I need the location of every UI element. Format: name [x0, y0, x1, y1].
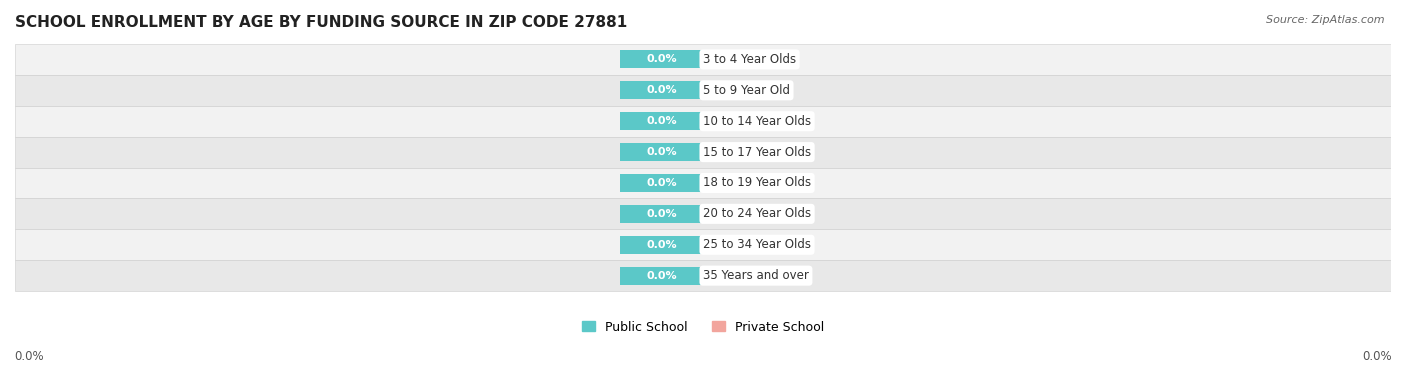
Text: 0.0%: 0.0%	[728, 147, 759, 157]
Bar	[620, 236, 703, 254]
Bar	[15, 198, 1391, 229]
Text: 18 to 19 Year Olds: 18 to 19 Year Olds	[703, 177, 811, 189]
Text: 5 to 9 Year Old: 5 to 9 Year Old	[703, 84, 790, 97]
Text: 10 to 14 Year Olds: 10 to 14 Year Olds	[703, 115, 811, 128]
Bar	[15, 136, 1391, 167]
Text: 0.0%: 0.0%	[728, 54, 759, 64]
Legend: Public School, Private School: Public School, Private School	[582, 321, 824, 333]
Bar	[15, 106, 1391, 136]
Bar	[703, 81, 786, 99]
Text: 0.0%: 0.0%	[647, 54, 678, 64]
Text: 0.0%: 0.0%	[647, 209, 678, 219]
Text: SCHOOL ENROLLMENT BY AGE BY FUNDING SOURCE IN ZIP CODE 27881: SCHOOL ENROLLMENT BY AGE BY FUNDING SOUR…	[15, 15, 627, 30]
Text: 0.0%: 0.0%	[728, 116, 759, 126]
Bar	[620, 205, 703, 223]
Text: 0.0%: 0.0%	[647, 240, 678, 250]
Bar	[703, 51, 786, 68]
Bar	[15, 44, 1391, 75]
Bar	[703, 174, 786, 192]
Bar	[620, 174, 703, 192]
Text: 0.0%: 0.0%	[728, 209, 759, 219]
Text: 25 to 34 Year Olds: 25 to 34 Year Olds	[703, 238, 811, 251]
Bar	[703, 205, 786, 223]
Bar	[620, 81, 703, 99]
Bar	[703, 112, 786, 130]
Bar	[15, 229, 1391, 260]
Bar	[703, 236, 786, 254]
Bar	[703, 267, 786, 285]
Text: 20 to 24 Year Olds: 20 to 24 Year Olds	[703, 208, 811, 220]
Bar	[620, 143, 703, 161]
Text: 0.0%: 0.0%	[14, 350, 44, 363]
Text: Source: ZipAtlas.com: Source: ZipAtlas.com	[1267, 15, 1385, 25]
Text: 0.0%: 0.0%	[647, 85, 678, 95]
Text: 0.0%: 0.0%	[647, 178, 678, 188]
Text: 0.0%: 0.0%	[728, 178, 759, 188]
Bar	[15, 260, 1391, 291]
Text: 0.0%: 0.0%	[728, 85, 759, 95]
Bar	[15, 167, 1391, 198]
Text: 0.0%: 0.0%	[647, 147, 678, 157]
Bar	[620, 112, 703, 130]
Text: 0.0%: 0.0%	[647, 116, 678, 126]
Text: 3 to 4 Year Olds: 3 to 4 Year Olds	[703, 53, 796, 66]
Bar	[620, 267, 703, 285]
Bar	[620, 51, 703, 68]
Bar	[15, 75, 1391, 106]
Text: 0.0%: 0.0%	[647, 271, 678, 280]
Bar	[703, 143, 786, 161]
Text: 15 to 17 Year Olds: 15 to 17 Year Olds	[703, 146, 811, 159]
Text: 0.0%: 0.0%	[728, 271, 759, 280]
Text: 0.0%: 0.0%	[728, 240, 759, 250]
Text: 35 Years and over: 35 Years and over	[703, 269, 808, 282]
Text: 0.0%: 0.0%	[1362, 350, 1392, 363]
